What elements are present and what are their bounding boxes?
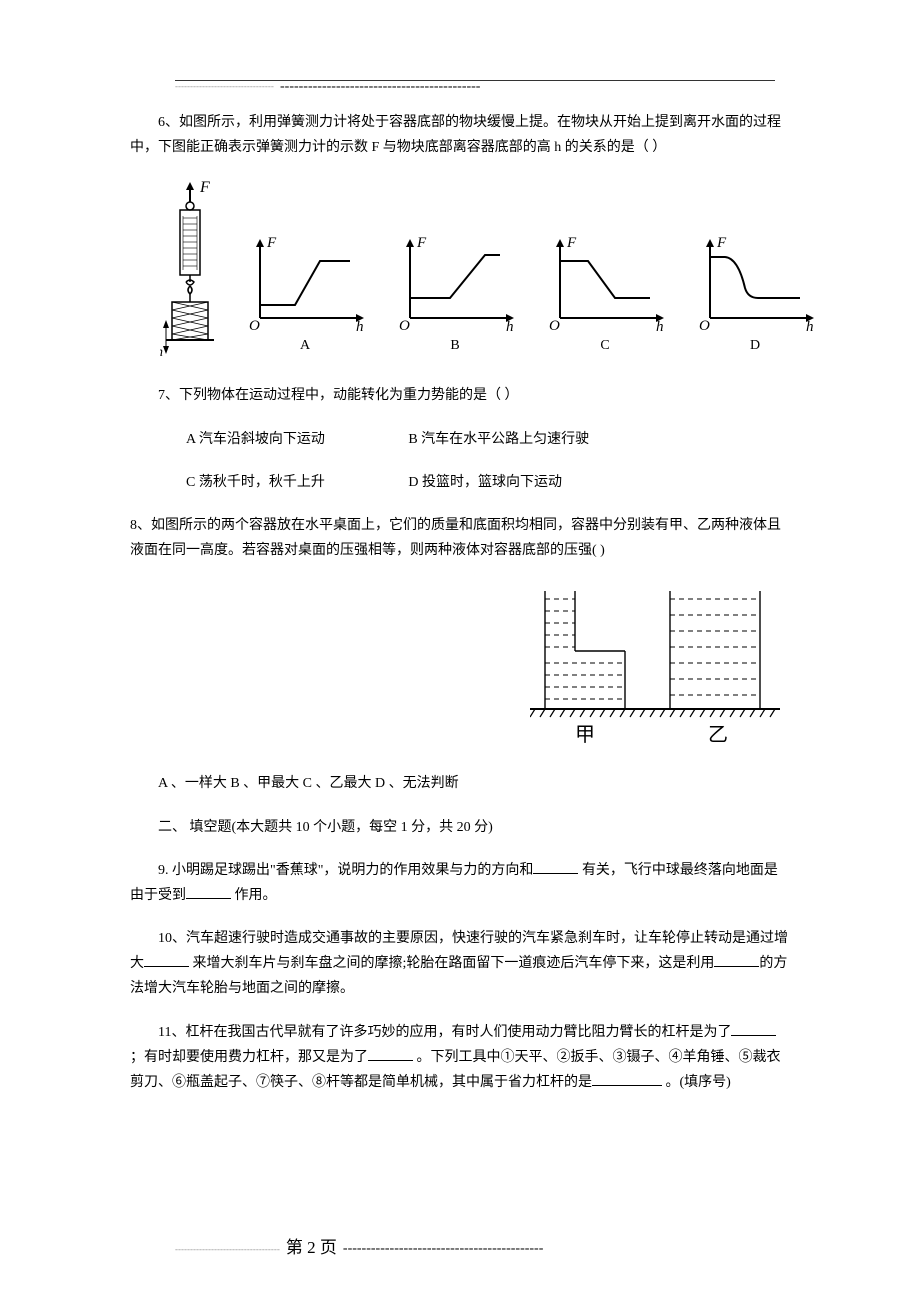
footer-dashes: ----------------------------------------… xyxy=(343,1236,543,1261)
q9-pre: 9. 小明踢足球踢出"香蕉球"，说明力的作用效果与力的方向和 xyxy=(158,863,533,878)
header-line xyxy=(175,80,775,81)
q6-option-d: F h O D xyxy=(690,233,820,358)
svg-text:h: h xyxy=(160,345,163,358)
q6-option-c: F h O C xyxy=(540,233,670,358)
svg-text:h: h xyxy=(656,319,664,333)
svg-text:O: O xyxy=(249,318,260,333)
svg-text:O: O xyxy=(399,318,410,333)
q7-opt-a: A 汽车沿斜坡向下运动 xyxy=(158,427,325,452)
q11-mid: ；有时却要使用费力杠杆，那又是为了 xyxy=(130,1050,368,1065)
q11-post: 。(填序号) xyxy=(662,1075,731,1090)
svg-text:h: h xyxy=(506,319,514,333)
svg-text:h: h xyxy=(356,319,364,333)
svg-text:F: F xyxy=(416,235,427,251)
svg-text:F: F xyxy=(199,179,210,196)
q10: 10、汽车超速行驶时造成交通事故的主要原因，快速行驶的汽车紧急刹车时，让车轮停止… xyxy=(130,926,790,1002)
blank xyxy=(368,1047,413,1061)
svg-text:F: F xyxy=(266,235,277,251)
main-content: 6、如图所示，利用弹簧测力计将处于容器底部的物块缓慢上提。在物块从开始上提到离开… xyxy=(130,110,790,1113)
q11-pre: 11、杠杆在我国古代早就有了许多巧妙的应用，有时人们使用动力臂比阻力臂长的杠杆是… xyxy=(158,1025,731,1040)
q6-option-b: F h O B xyxy=(390,233,520,358)
q10-mid: 来增大刹车片与刹车盘之间的摩擦;轮胎在路面留下一道痕迹后汽车停下来，这是利用 xyxy=(189,956,714,971)
footer-small-dashes: ----------------------------------- xyxy=(175,1241,280,1257)
q8-figure: 甲 乙 xyxy=(130,581,790,751)
q7-opt-d: D 投篮时，篮球向下运动 xyxy=(408,475,562,490)
svg-text:F: F xyxy=(716,235,727,251)
q6-figure: F xyxy=(160,178,790,358)
q9: 9. 小明踢足球踢出"香蕉球"，说明力的作用效果与力的方向和 有关，飞行中球最终… xyxy=(130,858,790,908)
page-number: 第 2 页 xyxy=(280,1233,343,1264)
q9-post: 作用。 xyxy=(231,888,277,903)
q6-option-a: F h O A xyxy=(240,233,370,358)
q8-options: A 、一样大 B 、甲最大 C 、乙最大 D 、无法判断 xyxy=(130,771,790,796)
footer: ----------------------------------- 第 2 … xyxy=(175,1233,775,1264)
blank xyxy=(592,1072,662,1086)
q7-opt-c: C 荡秋千时，秋千上升 xyxy=(158,470,325,495)
q6-label-c: C xyxy=(600,333,609,358)
svg-text:F: F xyxy=(566,235,577,251)
q6-label-b: B xyxy=(450,333,459,358)
q6-label-a: A xyxy=(300,333,310,358)
q6-text: 6、如图所示，利用弹簧测力计将处于容器底部的物块缓慢上提。在物块从开始上提到离开… xyxy=(130,110,790,160)
svg-text:O: O xyxy=(699,318,710,333)
blank xyxy=(731,1022,776,1036)
spring-meter-diagram: F xyxy=(160,178,220,358)
q8-text: 8、如图所示的两个容器放在水平桌面上，它们的质量和底面积均相同，容器中分别装有甲… xyxy=(130,513,790,563)
header-dashes: ----------------------------------------… xyxy=(280,74,480,99)
q7-text: 7、下列物体在运动过程中，动能转化为重力势能的是（ ） xyxy=(130,383,790,408)
q6-label-d: D xyxy=(750,333,760,358)
section2-title: 二、 填空题(本大题共 10 个小题，每空 1 分，共 20 分) xyxy=(130,815,790,840)
blank xyxy=(533,860,578,874)
q7-opt-b: B 汽车在水平公路上匀速行驶 xyxy=(408,432,589,447)
svg-text:O: O xyxy=(549,318,560,333)
svg-text:h: h xyxy=(806,319,814,333)
blank xyxy=(144,953,189,967)
q7-options-row2: C 荡秋千时，秋千上升 D 投篮时，篮球向下运动 xyxy=(130,470,790,495)
q8-label-yi: 乙 xyxy=(708,724,728,746)
blank xyxy=(714,953,759,967)
q11: 11、杠杆在我国古代早就有了许多巧妙的应用，有时人们使用动力臂比阻力臂长的杠杆是… xyxy=(130,1020,790,1096)
blank xyxy=(186,885,231,899)
q8-label-jia: 甲 xyxy=(575,724,595,746)
q7-options-row1: A 汽车沿斜坡向下运动 B 汽车在水平公路上匀速行驶 xyxy=(130,427,790,452)
